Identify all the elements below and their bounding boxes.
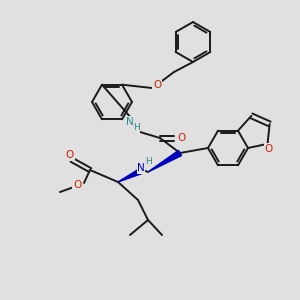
Text: N: N: [126, 117, 134, 127]
Text: O: O: [178, 133, 186, 143]
Text: H: H: [133, 124, 140, 133]
Polygon shape: [148, 150, 182, 172]
Text: H: H: [145, 158, 152, 166]
Text: O: O: [66, 150, 74, 160]
Text: O: O: [264, 144, 273, 154]
Text: O: O: [153, 80, 161, 90]
Text: O: O: [73, 180, 81, 190]
Polygon shape: [118, 167, 144, 182]
Text: N: N: [137, 163, 145, 173]
